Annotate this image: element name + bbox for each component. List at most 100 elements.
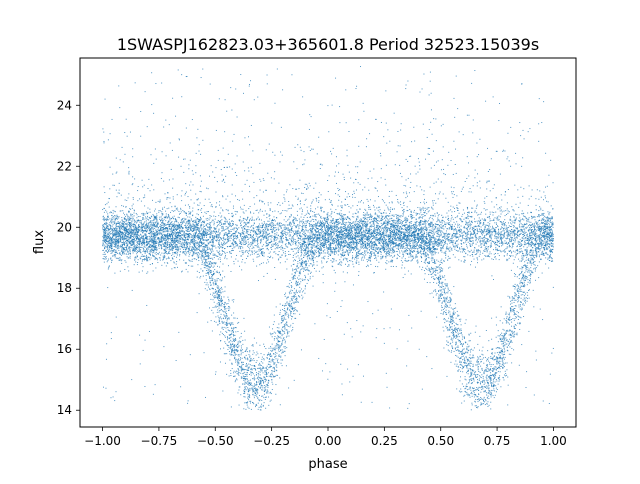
data-point [385,242,387,244]
data-point [172,239,174,241]
data-point [370,225,372,227]
data-point [333,258,335,260]
data-point [268,375,270,377]
data-point [267,363,269,365]
data-point [224,217,226,219]
data-point [359,249,361,251]
data-point [507,322,509,324]
data-point [216,234,218,236]
data-point [504,249,506,251]
data-point [320,207,322,209]
data-point [193,246,195,248]
data-point [176,261,178,263]
data-point [448,300,450,302]
data-point [280,236,282,238]
data-point [426,201,428,203]
data-point [259,178,261,180]
data-point [273,243,275,245]
data-point [363,245,365,247]
data-point [497,347,499,349]
data-point [519,230,521,232]
data-point [381,225,383,227]
data-point [530,211,532,213]
data-point [537,246,539,248]
data-point [193,233,195,235]
data-point [209,83,211,85]
data-point [409,214,411,216]
data-point [160,219,162,221]
data-point [383,230,385,232]
data-point [480,404,482,406]
data-point [398,250,400,252]
data-point [345,258,347,260]
data-point [447,215,449,217]
data-point [200,237,202,239]
data-point [377,240,379,242]
data-point [532,234,534,236]
data-point [334,228,336,230]
data-point [474,235,476,237]
data-point [418,348,420,350]
data-point [136,219,138,221]
data-point [465,379,467,381]
data-point [348,246,350,248]
data-point [287,243,289,245]
data-point [333,247,335,249]
data-point [500,347,502,349]
data-point [378,240,380,241]
data-point [211,309,213,311]
data-point [194,219,196,221]
data-point [280,225,282,227]
data-point [458,352,460,354]
data-point [178,240,180,242]
data-point [518,364,520,366]
data-point [261,369,263,371]
data-point [273,226,275,228]
data-point [222,291,224,293]
data-point [184,158,186,160]
data-point [360,235,362,237]
data-point [302,229,304,231]
data-point [468,334,470,336]
data-point [203,352,205,354]
data-point [488,398,490,400]
data-point [439,295,441,297]
data-point [549,373,551,375]
data-point [222,237,224,239]
data-point [339,259,341,261]
data-point [380,257,382,259]
data-point [137,241,139,243]
data-point [210,241,212,243]
data-point [319,223,321,224]
data-point [448,233,450,235]
data-point [481,369,483,371]
data-point [358,271,360,273]
data-point [203,263,205,265]
data-point [310,237,312,239]
data-point [204,228,206,230]
data-point [252,390,254,392]
data-point [215,228,217,230]
data-point [425,236,427,238]
data-point [545,235,547,237]
data-point [315,219,317,221]
data-point [295,282,297,284]
data-point [178,233,180,235]
data-point [233,247,235,249]
data-point [472,255,474,257]
data-point [304,292,306,294]
data-point [517,322,519,324]
data-point [196,223,198,225]
data-point [281,319,283,321]
data-point [367,223,369,225]
data-point [167,222,169,224]
data-point [526,234,528,236]
data-point [143,224,145,226]
data-point [366,247,368,249]
data-point [390,232,392,234]
data-point [271,248,273,250]
data-point [312,211,314,213]
data-point [337,171,339,173]
data-point [525,251,527,253]
data-point [521,272,523,274]
